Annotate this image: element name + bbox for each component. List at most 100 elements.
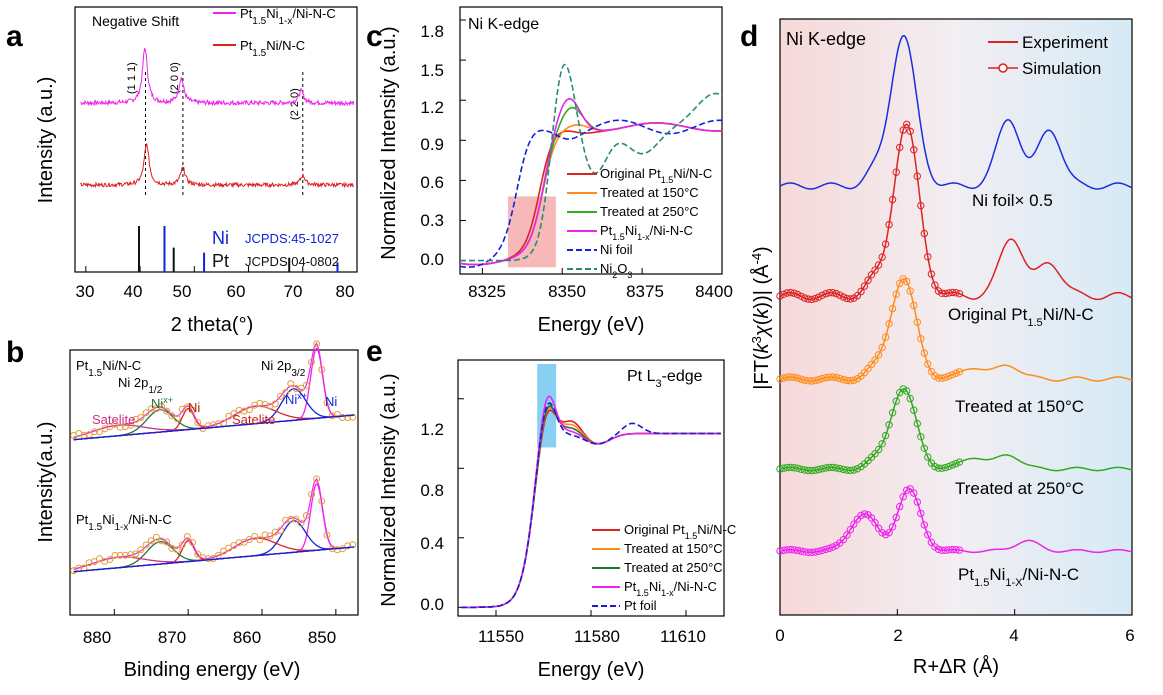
exafs-simulation-point <box>793 374 802 382</box>
exafs-simulation-point <box>903 277 911 286</box>
panel-label-a: a <box>6 20 23 53</box>
exafs-simulation-point <box>783 373 791 381</box>
exafs-simulation-point <box>818 374 826 383</box>
exafs-simulation-point <box>811 376 819 385</box>
exafs-simulation-point <box>825 463 833 472</box>
exafs-simulation-point <box>822 464 830 472</box>
exafs-simulation-point <box>924 360 932 368</box>
exafs-simulation-point <box>825 544 833 553</box>
exafs-simulation-point <box>853 465 862 473</box>
exafs-simulation-point <box>906 485 914 493</box>
exafs-simulation-point <box>825 373 833 381</box>
exafs-simulation-point <box>839 535 848 544</box>
exafs-simulation-point <box>910 489 918 497</box>
xps-data-point <box>302 381 310 389</box>
exafs-simulation-point <box>832 373 840 382</box>
y-tick-label-c-0.0: 0.0 <box>420 250 444 269</box>
ni2p12-label: Ni 2p1/2 <box>118 375 163 396</box>
y-tick-label-c-1.8: 1.8 <box>420 22 444 41</box>
xps-data-point <box>111 420 119 428</box>
plot-frame-d <box>779 18 1133 616</box>
exafs-simulation-point <box>903 120 911 129</box>
exafs-simulation-point <box>793 290 802 299</box>
exafs-simulation-point <box>881 431 890 440</box>
exafs-simulation-point <box>822 374 830 382</box>
exafs-simulation-point <box>836 291 844 299</box>
xps-data-point <box>96 428 103 436</box>
exafs-simulation-point <box>931 462 939 471</box>
title-e: Pt L3-edge <box>627 368 703 390</box>
xps-data-point <box>245 406 253 414</box>
ref-label-pt: Pt <box>212 251 229 271</box>
legend-entry-c-1: Treated at 150°C <box>600 185 699 200</box>
xanes-pt-series-1 <box>461 406 721 609</box>
ticks-c <box>460 19 723 274</box>
legend-marker-simulation <box>998 63 1008 73</box>
xps-data-point <box>194 419 202 426</box>
xps-data-point <box>292 515 300 523</box>
ref-code-ni: JCPDS:45-1027 <box>245 231 339 246</box>
xps-data-point <box>308 358 315 366</box>
exafs-simulation-point <box>786 545 795 554</box>
ni2p32-label: Ni 2p3/2 <box>261 358 306 379</box>
xps-data-point <box>121 423 129 431</box>
xps-data-point <box>313 340 321 348</box>
exafs-simulation-point <box>867 271 876 279</box>
exafs-simulation-point <box>800 294 809 302</box>
exafs-simulation-point <box>779 546 788 554</box>
x-ticks-b <box>113 609 337 615</box>
exafs-simulation-point <box>783 546 791 554</box>
xps-data-point <box>323 399 331 407</box>
exafs-simulation-point <box>881 530 890 539</box>
xps-data-point <box>204 555 212 563</box>
exafs-simulation-point <box>793 464 802 472</box>
exafs-simulation-point <box>952 369 960 377</box>
exafs-simulation-point <box>927 538 936 546</box>
exafs-simulation-point <box>941 373 950 382</box>
exafs-simulation-point <box>832 464 840 472</box>
exafs-simulation-point <box>917 433 925 441</box>
curve-label-ni-foil: Ni foil× 0.5 <box>972 191 1053 210</box>
exafs-simulation-point <box>955 290 964 298</box>
sample-label-b-top: Pt1.5Ni/N-C <box>76 358 141 379</box>
xps-data-point <box>183 533 191 540</box>
exafs-simulation-point <box>938 374 946 382</box>
exafs-simulation-point <box>864 276 872 284</box>
exafs-simulation-point <box>934 464 943 472</box>
exafs-simulation-point <box>878 343 886 352</box>
exafs-simulation-point <box>793 546 802 555</box>
exafs-simulation-point <box>874 351 883 359</box>
exafs-simulation-point <box>846 526 855 534</box>
xps-data-point <box>256 536 264 544</box>
panel-b: b 880 870 860 850 Binding energy (eV) In… <box>6 336 359 681</box>
x-tick-label-c-8400: 8400 <box>695 282 733 301</box>
exafs-simulation-point <box>839 465 848 474</box>
xps-data-point <box>111 551 119 559</box>
x-tick-label-e-11580: 11580 <box>574 627 620 646</box>
x-tick-label-d-6: 6 <box>1125 626 1134 645</box>
exafs-simulation-point <box>829 289 837 297</box>
exafs-simulation-point <box>825 289 833 297</box>
exafs-simulation-point <box>952 546 960 554</box>
exafs-simulation-point <box>776 465 784 473</box>
xps-data-point <box>183 403 191 411</box>
xanes-ni-series-3 <box>459 97 723 266</box>
exafs-simulation-point <box>853 291 862 300</box>
panel-label-d: d <box>740 20 758 53</box>
xps-data-point <box>116 551 124 559</box>
legend-entry-a-1: Pt1.5Ni1-x/Ni-N-C <box>240 6 336 27</box>
legend-entry-c-4: Ni foil <box>600 242 633 257</box>
exafs-simulation-point <box>888 195 897 204</box>
exafs-simulation-point <box>818 546 826 555</box>
exafs-simulation-point <box>860 510 869 518</box>
exafs-simulation-point <box>874 524 883 532</box>
xps-data-point <box>313 475 321 483</box>
y-axis-title-d: |FT(k3χ(k))| (Å-4) <box>749 246 774 389</box>
exafs-simulation-point <box>934 374 943 382</box>
xps-data-point <box>251 533 259 540</box>
legend-entry-c-0: Original Pt1.5Ni/N-C <box>600 166 712 185</box>
exafs-simulation-point <box>871 450 879 458</box>
xps-background-top <box>73 414 355 441</box>
exafs-simulation-point <box>924 253 932 261</box>
curve-label-original: Original Pt1.5Ni/N-C <box>948 305 1094 329</box>
